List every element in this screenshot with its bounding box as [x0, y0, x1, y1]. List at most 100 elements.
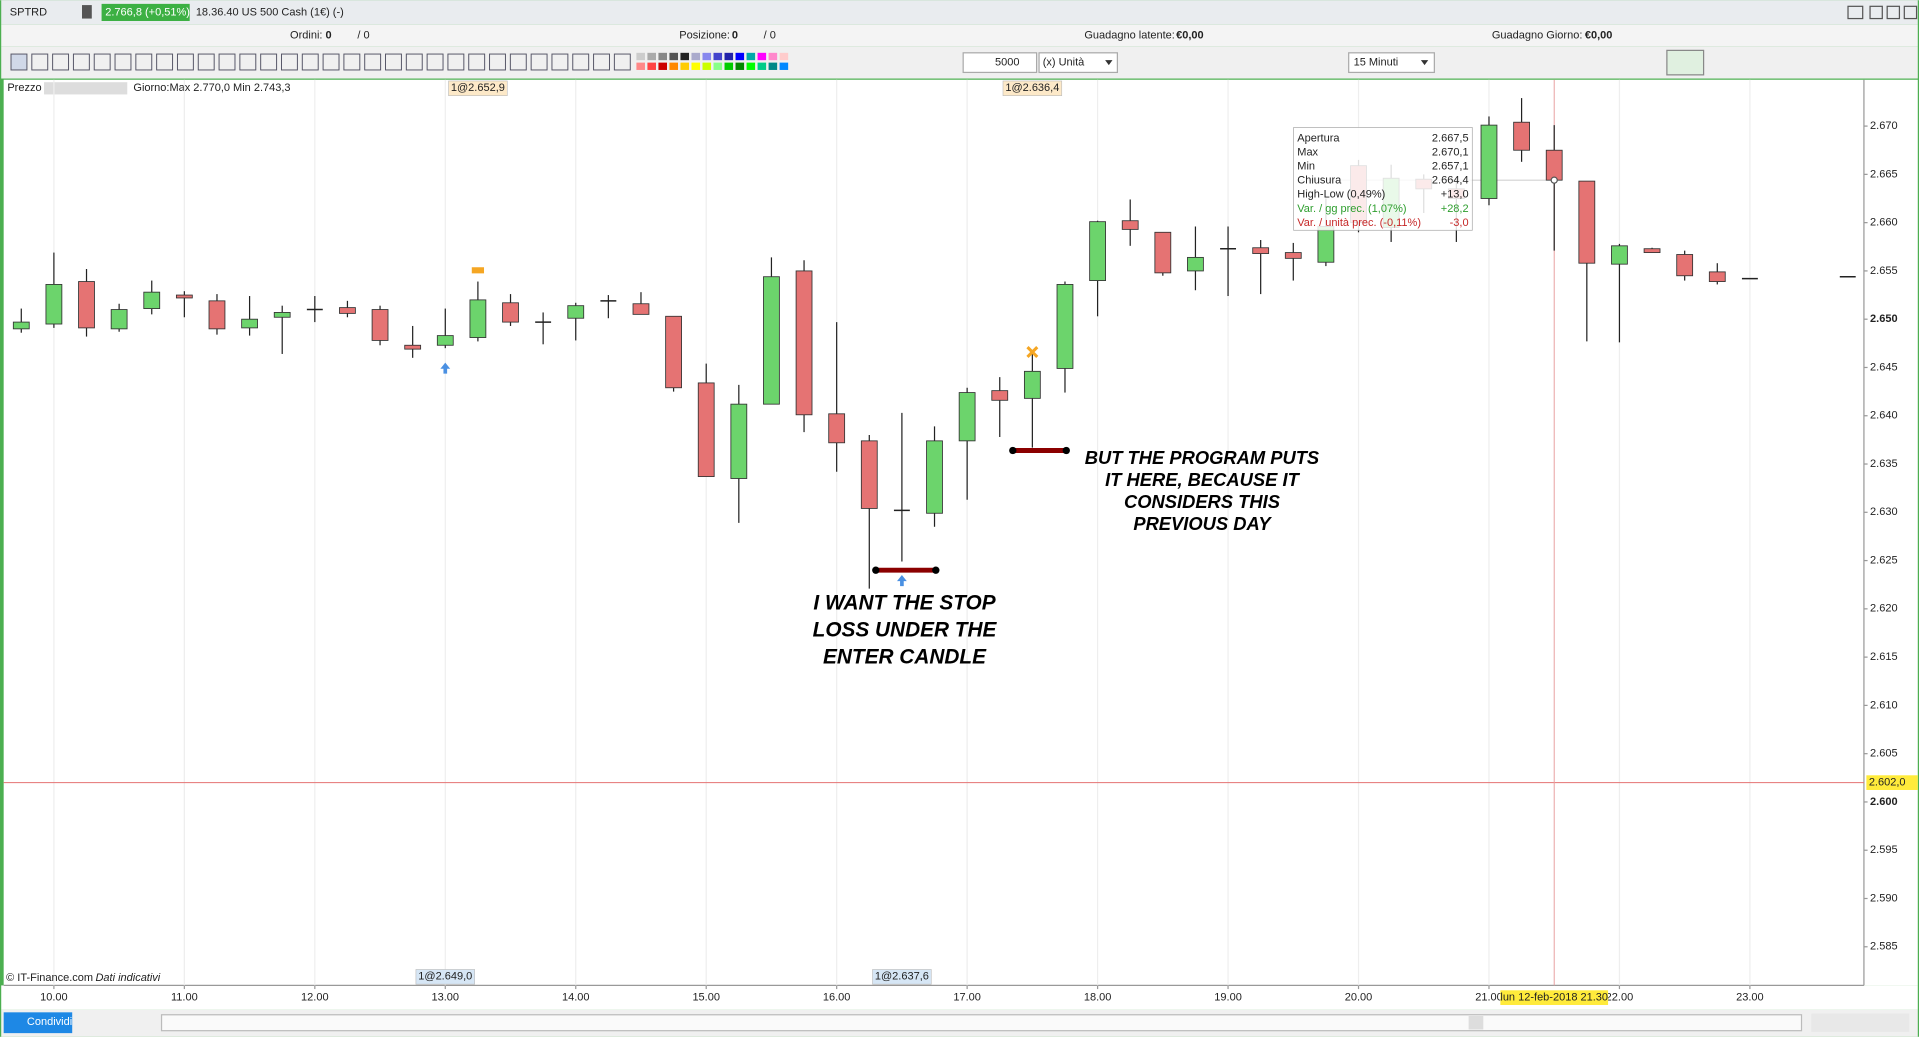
tool-icon: [301, 53, 319, 71]
tool-icon: [613, 53, 631, 71]
candle-body: [143, 291, 161, 310]
tool-icon: [135, 53, 153, 71]
tool-icon: [468, 53, 486, 71]
candle-body: [469, 299, 487, 338]
tool-icon: [405, 53, 423, 71]
candle-body: [1611, 245, 1628, 265]
annotation-text: LOSS UNDER THE: [813, 618, 998, 641]
tooltip-value: 2.664,4: [1432, 175, 1469, 187]
menu-button[interactable]: [1847, 5, 1864, 20]
candle-body: [1089, 221, 1106, 282]
candlestick-chart: 10.00 11.00 12.00 13.00 14.00 15.00 16.00 17.00…: [3, 79, 1918, 1005]
x-tick-label: 17.00: [953, 992, 981, 1004]
quantity: 5000: [995, 57, 1019, 69]
candle-body: [12, 321, 30, 330]
tool-icon: [322, 53, 340, 71]
tool-icon: [218, 53, 236, 71]
candle-body: [404, 344, 422, 350]
color-swatch: [757, 52, 767, 61]
share-label: Condividi: [27, 1016, 72, 1028]
candle-body: [1284, 252, 1302, 259]
timeframe-select[interactable]: [1348, 52, 1435, 74]
toolbar: [1, 46, 1918, 79]
candle-body: [1023, 370, 1041, 399]
annotation-text: ENTER CANDLE: [823, 645, 987, 668]
tooltip-value: +13,0: [1441, 189, 1469, 201]
crosshair-tag: [1500, 990, 1609, 1005]
candle-body: [371, 309, 389, 341]
tooltip-label: Var. / gg prec. (1,07%): [1297, 203, 1406, 215]
tooltip-label: Apertura: [1297, 132, 1340, 144]
candle-body: [1187, 256, 1204, 272]
scrollbar[interactable]: [160, 1014, 1803, 1032]
stop-end: [932, 566, 940, 574]
stop-end: [1062, 446, 1070, 455]
chart-header-icons: [44, 82, 128, 95]
candle-body: [697, 382, 715, 478]
tool-icon: [280, 53, 298, 71]
y-tick-label: 2.650: [1870, 313, 1898, 325]
share-button[interactable]: [3, 1012, 73, 1034]
candle-body: [241, 318, 258, 329]
quote-info: 18.36.40 US 500 Cash (1€) (-): [196, 6, 344, 18]
x-tick-label: 15.00: [692, 992, 720, 1004]
y-tick-label: 2.655: [1870, 265, 1898, 277]
tool-icon: [197, 53, 215, 71]
scroll-thumb[interactable]: [1468, 1015, 1484, 1030]
tool-icon: [447, 53, 465, 71]
candle-body: [1121, 220, 1139, 230]
tool-icon: [31, 53, 49, 71]
maximize-button[interactable]: [1886, 5, 1901, 20]
color-swatch: [669, 52, 679, 61]
candle-body: [1676, 254, 1694, 277]
title-bar: [1, 0, 1918, 25]
minimize-button[interactable]: [1869, 5, 1883, 20]
color-swatch: [702, 62, 712, 70]
quantity-input[interactable]: [962, 52, 1038, 74]
candle-body: [1513, 121, 1530, 151]
candle-body: [45, 284, 63, 325]
close-button[interactable]: [1903, 5, 1918, 20]
chart-label: Prezzo: [7, 82, 41, 94]
tooltip-value: 2.657,1: [1432, 161, 1469, 173]
order-label: 1@2.637,6: [875, 971, 929, 983]
tool-icon: [72, 53, 90, 71]
latent: €0,00: [1176, 30, 1204, 42]
unit-select[interactable]: [1038, 52, 1118, 74]
tooltip-label: Min: [1297, 161, 1315, 173]
color-swatch: [724, 52, 734, 61]
order-chip: [448, 80, 508, 96]
annotation-text: IT HERE, BECAUSE IT: [1105, 469, 1300, 490]
y-tick-label: 2.585: [1870, 941, 1898, 953]
chart-type-button[interactable]: [1666, 49, 1705, 76]
candle-body: [926, 440, 943, 514]
color-swatch: [779, 52, 789, 61]
order-chip: [415, 969, 475, 985]
orders: 0: [326, 30, 332, 42]
tool-icon: [260, 53, 278, 71]
tool-icon: [509, 53, 527, 71]
color-swatch: [735, 62, 745, 70]
y-tick-label: 2.605: [1870, 748, 1898, 760]
y-tick-label: 2.590: [1870, 892, 1898, 904]
tool-icon: [572, 53, 590, 71]
y-tick-label: 2.620: [1870, 603, 1898, 615]
tool-icon: [489, 53, 506, 71]
candle-body: [273, 312, 291, 318]
candle-body: [1578, 180, 1596, 264]
candle-body: [1154, 231, 1172, 274]
zoom-controls[interactable]: [1811, 1013, 1910, 1032]
timeframe: 15 Minuti: [1354, 57, 1399, 69]
tooltip-value: 2.667,5: [1432, 132, 1469, 144]
data-note: Dati indicativi: [95, 972, 160, 984]
candle-body: [1708, 271, 1726, 282]
exit-marker: [1026, 346, 1039, 359]
x-tick-label: 11.00: [171, 992, 198, 1004]
y-tick-label: 2.645: [1870, 361, 1898, 373]
color-swatch: [768, 52, 778, 61]
info-icon: [81, 5, 92, 19]
candle-body: [958, 392, 976, 442]
candle-body: [110, 309, 128, 330]
quote-box: [101, 3, 190, 22]
candle-body: [632, 303, 650, 315]
